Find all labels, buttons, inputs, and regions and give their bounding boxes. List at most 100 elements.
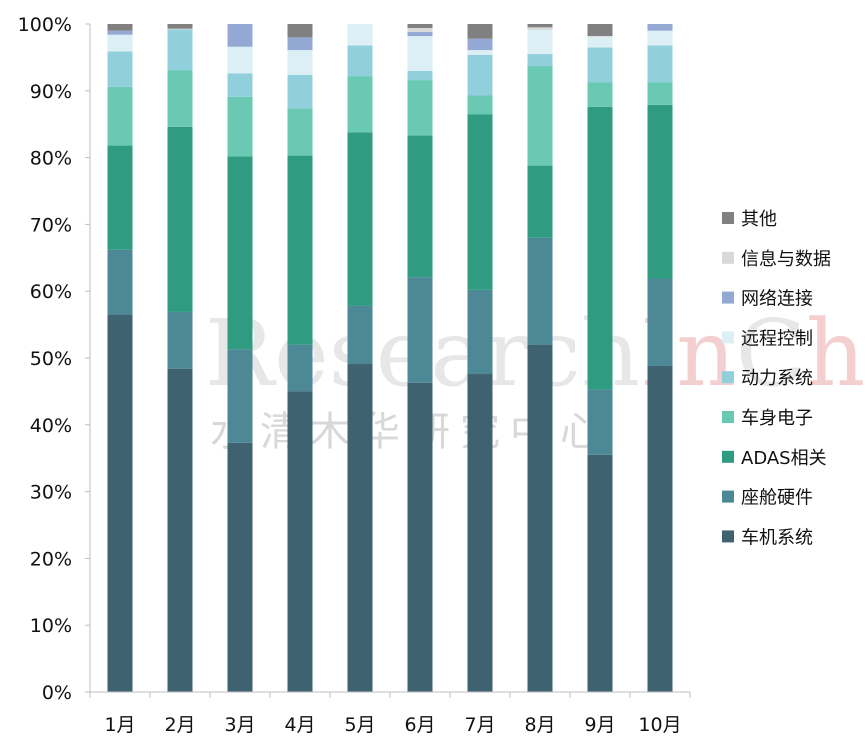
bar-segment-7-3 <box>467 114 493 290</box>
bar-segment-9-8 <box>587 36 613 37</box>
watermark-en-highlight-2: hina <box>806 300 866 407</box>
bar-segment-3-2 <box>227 349 253 443</box>
y-tick-label: 70% <box>30 214 72 236</box>
bar-segment-6-4 <box>407 80 433 136</box>
bar-segment-1-9 <box>107 24 133 31</box>
legend-swatch <box>722 411 734 423</box>
bar-segment-10-7 <box>647 24 673 31</box>
bar-segment-8-5 <box>527 54 553 67</box>
bar-segment-9-9 <box>587 24 613 37</box>
bar-segment-2-8 <box>167 28 193 30</box>
bar-segment-6-1 <box>407 382 433 692</box>
x-tick-label: 3月 <box>224 714 255 736</box>
bar-segment-8-8 <box>527 27 553 31</box>
bar-segment-7-7 <box>467 38 493 51</box>
bar-segment-10-5 <box>647 45 673 83</box>
bar-segment-3-3 <box>227 156 253 350</box>
legend-label: 其他 <box>741 209 777 230</box>
bar-segment-9-2 <box>587 389 613 455</box>
bar-segment-10-4 <box>647 82 673 105</box>
legend-swatch <box>722 530 734 543</box>
bar-segment-5-3 <box>347 132 373 306</box>
bar-segment-6-6 <box>407 36 433 71</box>
x-tick-label: 8月 <box>524 714 555 736</box>
bar-segment-4-3 <box>287 155 313 345</box>
bar-segment-3-5 <box>227 73 253 97</box>
y-tick-label: 30% <box>30 482 72 504</box>
bar-segment-4-7 <box>287 37 313 51</box>
x-tick-label: 2月 <box>164 714 195 736</box>
bar-segment-5-4 <box>347 76 373 133</box>
y-tick-label: 80% <box>30 148 72 170</box>
bar-segment-1-1 <box>107 314 133 692</box>
bar-segment-8-3 <box>527 165 553 238</box>
bar-segment-4-1 <box>287 391 313 692</box>
bar-segment-1-4 <box>107 86 133 146</box>
x-tick-label: 10月 <box>638 714 681 736</box>
bar-segment-2-4 <box>167 70 193 127</box>
legend-swatch <box>722 251 734 264</box>
legend-label: 车机系统 <box>741 527 813 548</box>
legend-swatch <box>722 450 734 463</box>
bar-segment-7-2 <box>467 289 493 375</box>
legend-swatch <box>722 371 734 384</box>
bar-segment-4-9 <box>287 24 313 38</box>
bar-segment-3-1 <box>227 442 253 692</box>
bar-segment-10-3 <box>647 104 673 279</box>
bar-segment-9-5 <box>587 47 613 83</box>
bar-segment-8-2 <box>527 237 553 345</box>
legend-label: 信息与数据 <box>741 249 831 270</box>
legend-label: ADAS相关 <box>741 448 827 469</box>
x-tick-label: 4月 <box>284 714 315 736</box>
legend-label: 动力系统 <box>741 368 813 389</box>
bar-segment-1-5 <box>107 51 133 87</box>
bar-segment-5-2 <box>347 305 373 365</box>
y-tick-label: 50% <box>30 348 72 370</box>
y-tick-label: 20% <box>30 548 72 570</box>
y-tick-label: 100% <box>18 14 72 36</box>
legend-label: 网络连接 <box>741 289 813 310</box>
bar-segment-8-4 <box>527 66 553 166</box>
bar-segment-4-5 <box>287 74 313 109</box>
legend-label: 座舱硬件 <box>741 488 813 509</box>
legend-swatch <box>722 291 734 304</box>
bar-segment-6-2 <box>407 277 433 383</box>
bar-segment-6-8 <box>407 28 433 33</box>
y-tick-label: 40% <box>30 415 72 437</box>
bar-segment-7-6 <box>467 50 493 55</box>
bar-segment-4-2 <box>287 344 313 392</box>
legend-swatch <box>722 490 734 503</box>
y-tick-label: 60% <box>30 281 72 303</box>
x-tick-label: 5月 <box>344 714 375 736</box>
bar-segment-2-2 <box>167 311 193 369</box>
bar-segment-1-7 <box>107 30 133 35</box>
x-tick-label: 1月 <box>104 714 135 736</box>
x-tick-label: 9月 <box>584 714 615 736</box>
bar-segment-7-1 <box>467 374 493 692</box>
bar-segment-7-9 <box>467 24 493 39</box>
bar-segment-4-4 <box>287 108 313 156</box>
bars-group <box>107 24 673 692</box>
legend-swatch <box>722 212 734 224</box>
x-axis: 1月 2月 3月 4月 5月 6月 7月 8月 9月 10月 <box>89 691 691 736</box>
bar-segment-6-9 <box>407 24 433 29</box>
bar-segment-3-4 <box>227 96 253 157</box>
bar-segment-3-6 <box>227 46 253 74</box>
bar-segment-1-6 <box>107 34 133 52</box>
y-tick-label: 90% <box>30 81 72 103</box>
bar-segment-8-1 <box>527 344 553 692</box>
bar-segment-2-1 <box>167 368 193 692</box>
bar-segment-9-6 <box>587 36 613 48</box>
bar-segment-10-1 <box>647 366 673 692</box>
bar-segment-6-3 <box>407 135 433 278</box>
y-tick-label: 0% <box>42 682 72 704</box>
bar-segment-2-5 <box>167 29 193 71</box>
bar-segment-5-1 <box>347 364 373 692</box>
bar-segment-7-5 <box>467 54 493 96</box>
bar-segment-5-5 <box>347 45 373 77</box>
legend-label: 车身电子 <box>741 408 813 429</box>
watermark-en-mid: C <box>736 300 806 407</box>
y-axis: 0% 10% 20% 30% 40% 50% 60% 70% 80% 90% 100% <box>18 14 91 704</box>
